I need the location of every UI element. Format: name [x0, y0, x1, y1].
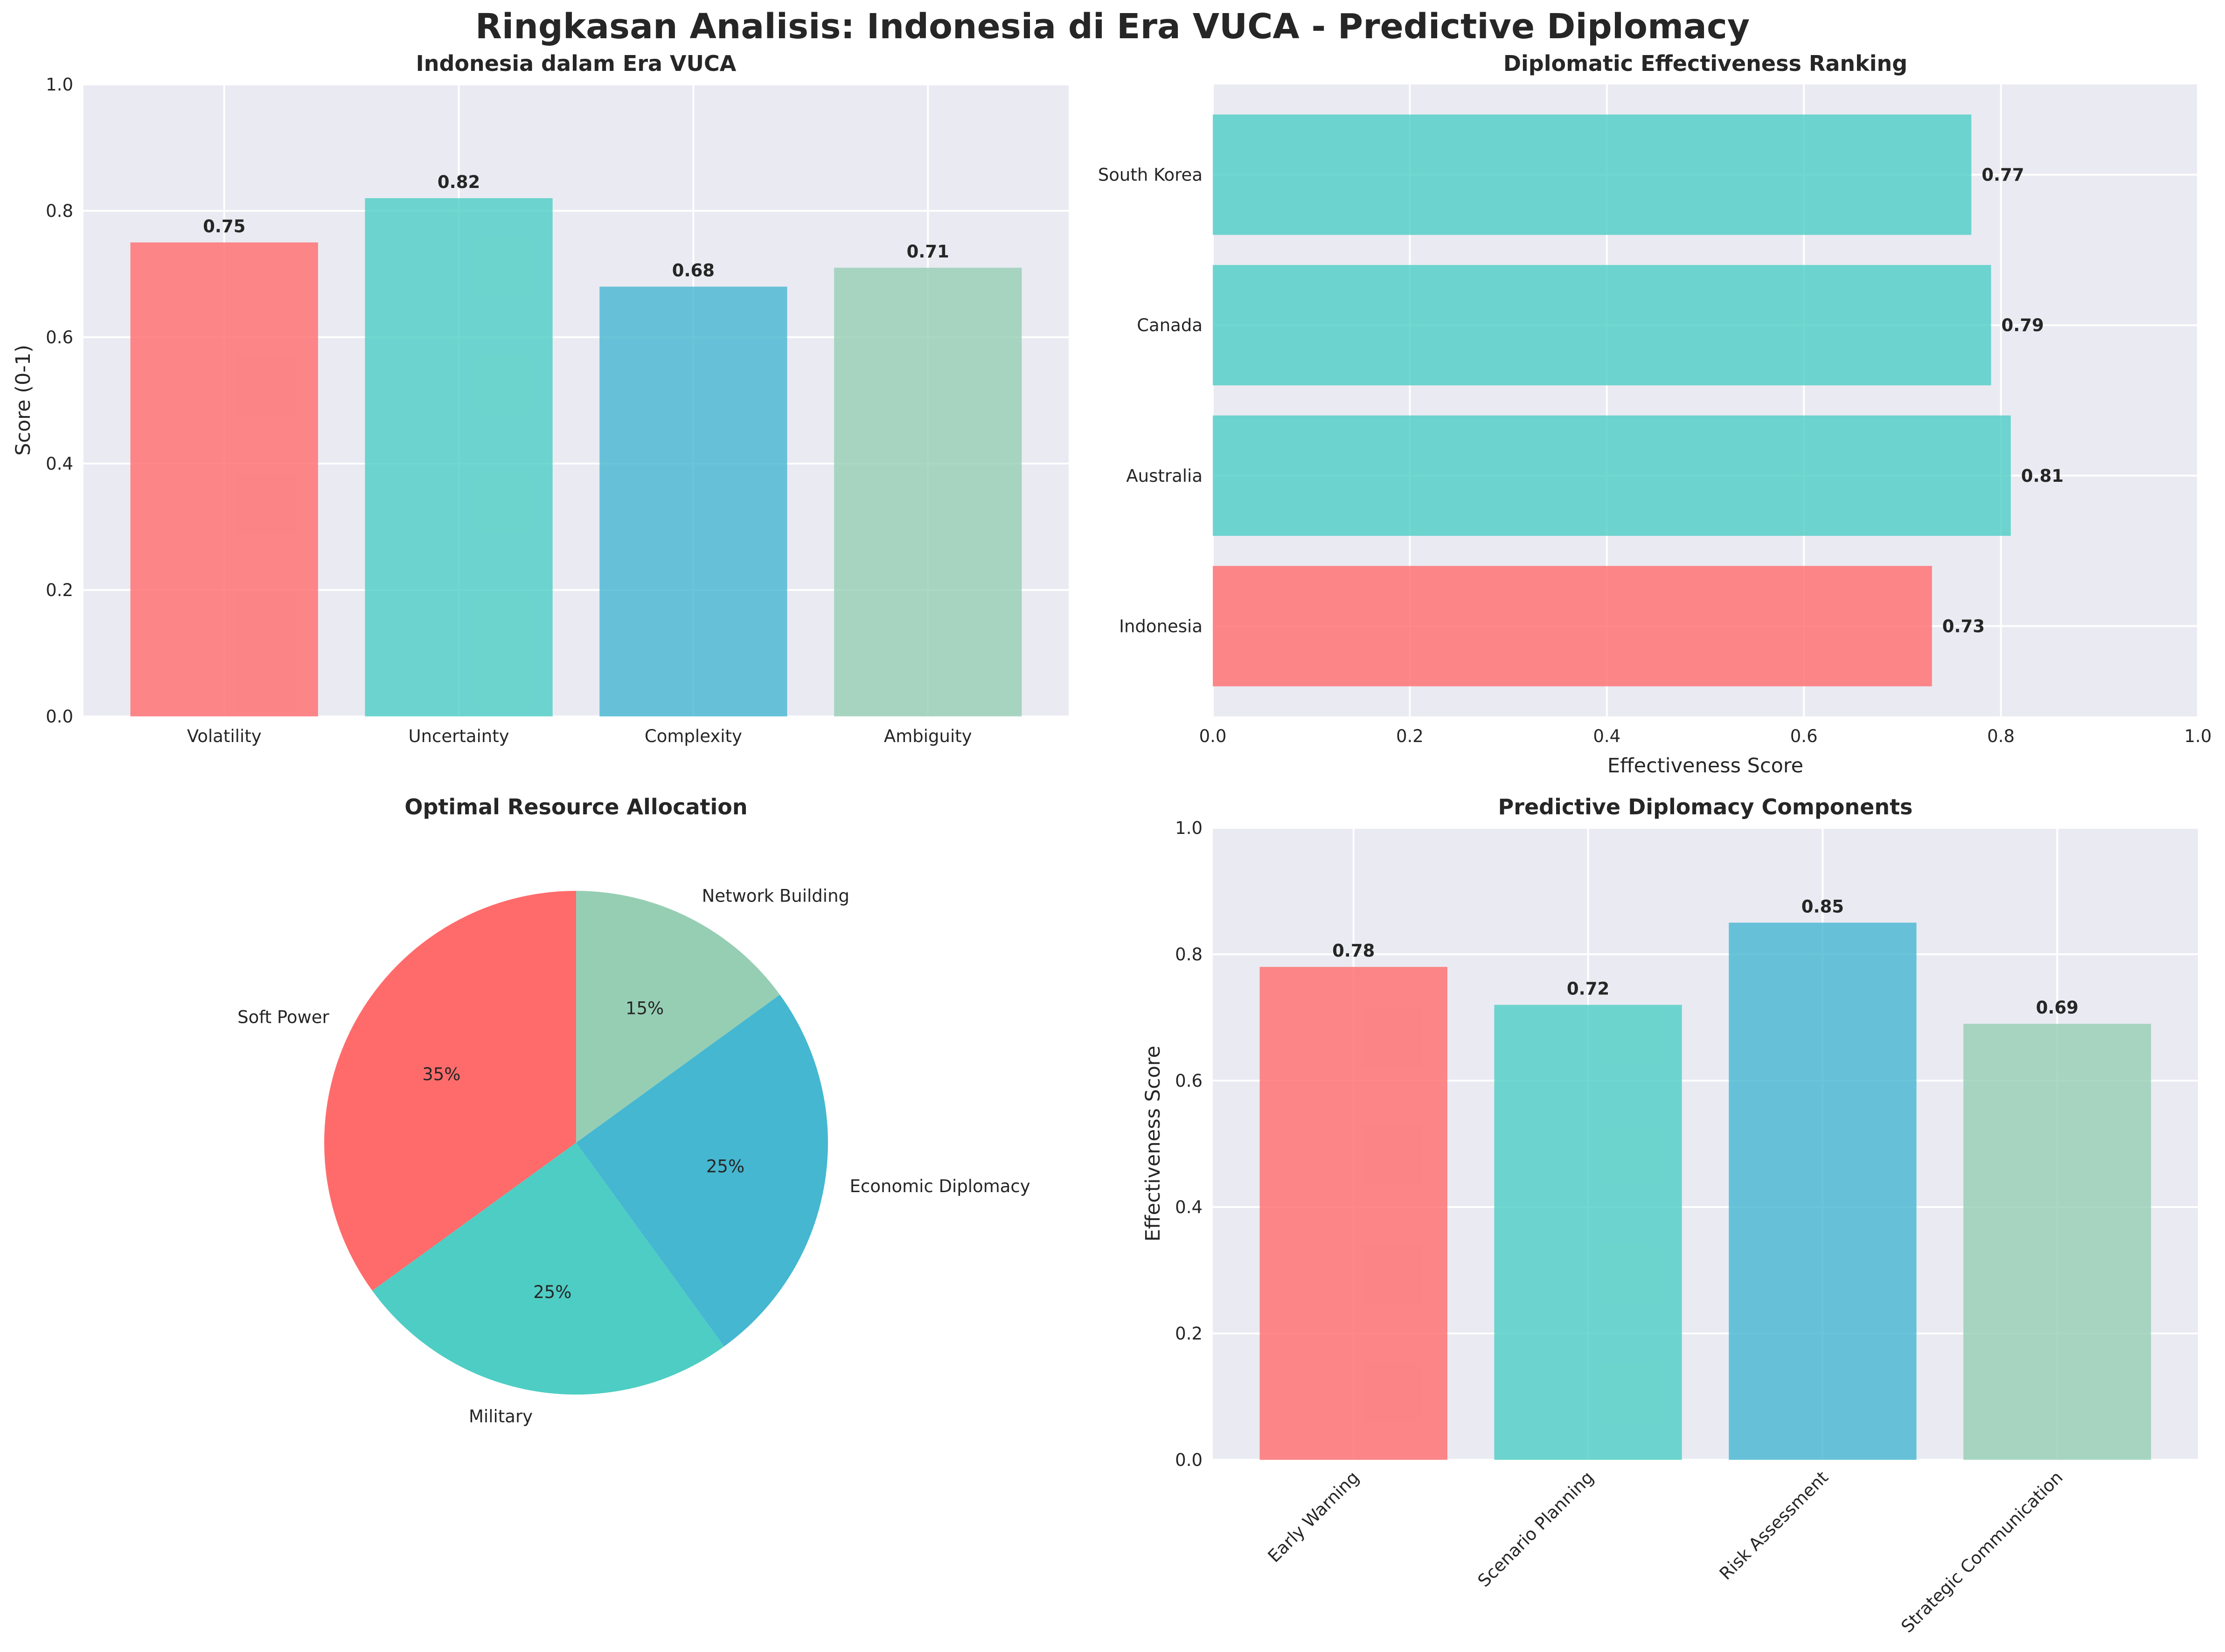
ranking-value-label: 0.73 [1942, 616, 1985, 636]
components-bar-risk-assessment [1729, 923, 1917, 1460]
ranking-x-tick-label: 0.4 [1593, 726, 1620, 746]
ranking-y-tick-label: Australia [1126, 466, 1203, 486]
components-x-tick-label: Strategic Communication [1897, 1467, 2066, 1637]
pie-category-label: Network Building [702, 886, 849, 906]
components-y-tick-label: 0.6 [1175, 1071, 1203, 1091]
ranking-bar-indonesia [1213, 566, 1932, 687]
ranking-value-label: 0.77 [1982, 165, 2024, 185]
vuca-y-axis-label: Score (0-1) [12, 345, 35, 456]
vuca-bar-volatility [130, 242, 318, 716]
components-y-tick-label: 0.8 [1175, 944, 1203, 965]
components-x-tick-label: Scenario Planning [1474, 1467, 1598, 1591]
ranking-x-tick-label: 1.0 [2184, 726, 2212, 746]
vuca-value-label: 0.75 [203, 216, 245, 236]
pie-category-label: Military [469, 1407, 533, 1427]
vuca-bar-chart: 0.0 0.2 0.4 0.6 0.8 1.0 0.75 Volatility 0.82 Unce… [12, 51, 1069, 746]
ranking-bar-canada [1213, 265, 1991, 386]
vuca-x-tick-label: Uncertainty [408, 726, 509, 746]
vuca-bar-uncertainty [365, 198, 553, 716]
components-y-tick-label: 0.4 [1175, 1197, 1203, 1217]
pie-category-label: Soft Power [237, 1007, 329, 1027]
pie-percent-label: 25% [533, 1282, 571, 1302]
ranking-x-axis-label: Effectiveness Score [1607, 754, 1803, 777]
vuca-y-tick-label: 0.6 [46, 327, 73, 347]
pie-percent-label: 15% [626, 998, 664, 1018]
components-y-tick-label: 0.0 [1175, 1450, 1203, 1470]
pie-slice-network-building [576, 891, 780, 1143]
ranking-bar-chart: 0.0 0.2 0.4 0.6 0.8 1.0 0.73 Indonesia 0.81 Austr… [1098, 51, 2212, 777]
ranking-x-tick-label: 0.0 [1199, 726, 1227, 746]
allocation-pie-chart: Optimal Resource Allocation 35% Soft Powe… [237, 794, 1030, 1427]
components-value-label: 0.72 [1567, 979, 1609, 999]
components-chart-title: Predictive Diplomacy Components [1498, 794, 1913, 819]
components-y-tick-label: 1.0 [1175, 818, 1203, 838]
vuca-x-tick-label: Volatility [187, 726, 262, 746]
pie-slice-soft-power [324, 891, 576, 1291]
pie-slice-economic-diplomacy [576, 994, 828, 1347]
ranking-value-label: 0.81 [2021, 466, 2064, 486]
vuca-value-label: 0.71 [907, 242, 949, 262]
pie-chart-title: Optimal Resource Allocation [404, 794, 747, 819]
vuca-y-tick-label: 0.2 [46, 580, 73, 600]
components-y-tick-label: 0.2 [1175, 1324, 1203, 1344]
components-x-tick-label: Risk Assessment [1716, 1467, 1832, 1584]
pie-slice-military [372, 1143, 724, 1395]
vuca-bar-ambiguity [834, 267, 1022, 716]
ranking-y-tick-label: South Korea [1098, 165, 1203, 185]
components-y-axis-label: Effectiveness Score [1141, 1046, 1165, 1242]
ranking-bar-south-korea [1213, 114, 1972, 235]
vuca-bar-complexity [599, 286, 787, 716]
vuca-y-tick-label: 0.8 [46, 201, 73, 221]
vuca-value-label: 0.82 [438, 172, 480, 192]
vuca-x-tick-label: Ambiguity [884, 726, 972, 746]
ranking-x-tick-label: 0.8 [1987, 726, 2015, 746]
ranking-value-label: 0.79 [2001, 315, 2044, 335]
ranking-chart-title: Diplomatic Effectiveness Ranking [1503, 51, 1907, 76]
vuca-y-tick-label: 0.0 [46, 707, 73, 727]
pie-category-label: Economic Diplomacy [850, 1176, 1030, 1196]
vuca-y-tick-label: 0.4 [46, 454, 73, 474]
components-value-label: 0.78 [1332, 941, 1375, 961]
pie-percent-label: 35% [422, 1064, 460, 1084]
ranking-y-tick-label: Canada [1137, 315, 1203, 335]
figure-title: Ringkasan Analisis: Indonesia di Era VUC… [475, 7, 1750, 47]
components-value-label: 0.85 [1801, 896, 1844, 916]
vuca-value-label: 0.68 [672, 261, 715, 281]
ranking-x-tick-label: 0.6 [1790, 726, 1818, 746]
components-bar-scenario-planning [1494, 1005, 1682, 1460]
ranking-bar-australia [1213, 415, 2011, 536]
components-bar-chart: 0.0 0.2 0.4 0.6 0.8 1.0 0.78 Early Warning 0.72 S… [1141, 794, 2198, 1637]
vuca-x-tick-label: Complexity [645, 726, 742, 746]
components-value-label: 0.69 [2036, 998, 2079, 1018]
ranking-x-tick-label: 0.2 [1396, 726, 1424, 746]
ranking-y-tick-label: Indonesia [1119, 616, 1203, 636]
components-bar-early-warning [1259, 967, 1447, 1460]
components-x-tick-label: Early Warning [1264, 1467, 1363, 1566]
components-bar-strategic-communication [1963, 1024, 2151, 1460]
vuca-chart-title: Indonesia dalam Era VUCA [416, 51, 737, 76]
vuca-y-tick-label: 1.0 [46, 75, 73, 95]
pie-percent-label: 25% [706, 1157, 744, 1177]
